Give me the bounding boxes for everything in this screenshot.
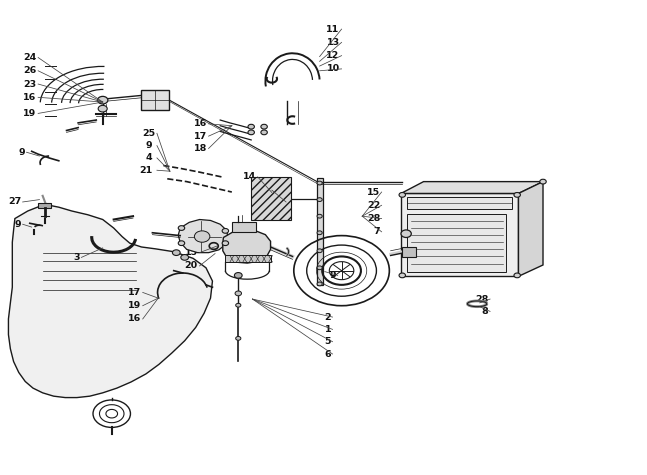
- Text: 7: 7: [374, 228, 380, 237]
- Circle shape: [317, 198, 322, 201]
- Text: 4: 4: [146, 153, 153, 162]
- Circle shape: [401, 230, 411, 238]
- Circle shape: [173, 250, 180, 256]
- Text: 19: 19: [128, 301, 142, 310]
- Polygon shape: [518, 181, 543, 276]
- Bar: [251, 177, 291, 219]
- Text: 1: 1: [325, 325, 331, 334]
- Text: 2: 2: [325, 313, 331, 322]
- Text: 24: 24: [23, 53, 36, 62]
- Circle shape: [514, 192, 520, 197]
- Text: 26: 26: [23, 66, 36, 76]
- Circle shape: [317, 249, 322, 253]
- Polygon shape: [225, 256, 270, 262]
- Text: 11: 11: [326, 25, 340, 34]
- Bar: [142, 90, 169, 110]
- Text: 21: 21: [139, 166, 153, 175]
- Circle shape: [235, 291, 241, 296]
- Text: 9: 9: [146, 141, 153, 150]
- Polygon shape: [401, 181, 543, 193]
- Text: 15: 15: [367, 188, 380, 197]
- Circle shape: [514, 273, 520, 278]
- Circle shape: [236, 304, 241, 307]
- Text: 15: 15: [258, 186, 270, 195]
- Bar: [408, 197, 512, 209]
- Circle shape: [317, 214, 322, 218]
- Text: 20: 20: [184, 261, 197, 270]
- Text: 19: 19: [23, 109, 36, 118]
- Circle shape: [317, 266, 322, 270]
- Circle shape: [222, 241, 228, 246]
- Text: 15: 15: [184, 248, 197, 257]
- Text: 9: 9: [19, 148, 25, 157]
- Text: 25: 25: [142, 129, 156, 138]
- Polygon shape: [223, 230, 270, 263]
- Circle shape: [98, 96, 108, 104]
- Text: 23: 23: [23, 79, 36, 88]
- Circle shape: [194, 231, 210, 242]
- Circle shape: [181, 255, 188, 260]
- Text: 6: 6: [325, 350, 331, 359]
- Circle shape: [317, 231, 322, 235]
- Text: 17: 17: [128, 288, 142, 297]
- Text: 5: 5: [325, 337, 331, 346]
- Bar: [317, 178, 323, 285]
- Bar: [38, 203, 51, 208]
- Circle shape: [222, 228, 228, 233]
- Text: 28: 28: [367, 214, 380, 223]
- Text: 9: 9: [330, 271, 336, 280]
- Bar: [408, 214, 505, 272]
- Text: 9: 9: [15, 220, 21, 229]
- Text: 14: 14: [243, 172, 256, 181]
- Polygon shape: [8, 204, 212, 398]
- Circle shape: [261, 130, 267, 135]
- Text: 8: 8: [481, 307, 488, 316]
- Circle shape: [317, 282, 322, 286]
- Text: 17: 17: [194, 132, 207, 141]
- Circle shape: [248, 130, 254, 135]
- Text: 3: 3: [73, 253, 80, 262]
- Circle shape: [399, 273, 406, 278]
- Circle shape: [540, 179, 546, 184]
- Text: 18: 18: [194, 144, 207, 153]
- Bar: [232, 222, 256, 232]
- Text: 16: 16: [23, 93, 36, 102]
- Text: 13: 13: [327, 38, 340, 47]
- Circle shape: [234, 273, 242, 278]
- Bar: [402, 247, 417, 257]
- Circle shape: [317, 181, 322, 185]
- Circle shape: [261, 124, 267, 129]
- Text: 27: 27: [8, 198, 21, 207]
- Bar: [401, 193, 518, 276]
- Text: 12: 12: [326, 51, 340, 60]
- Text: 28: 28: [475, 294, 488, 304]
- Text: 10: 10: [327, 65, 340, 74]
- Text: 16: 16: [194, 119, 207, 128]
- Polygon shape: [178, 219, 228, 253]
- Circle shape: [236, 336, 241, 340]
- Circle shape: [98, 105, 107, 112]
- Circle shape: [178, 226, 184, 230]
- Circle shape: [399, 192, 406, 197]
- Circle shape: [178, 241, 184, 246]
- Text: 16: 16: [128, 314, 142, 323]
- Text: 22: 22: [367, 201, 380, 210]
- Circle shape: [248, 124, 254, 129]
